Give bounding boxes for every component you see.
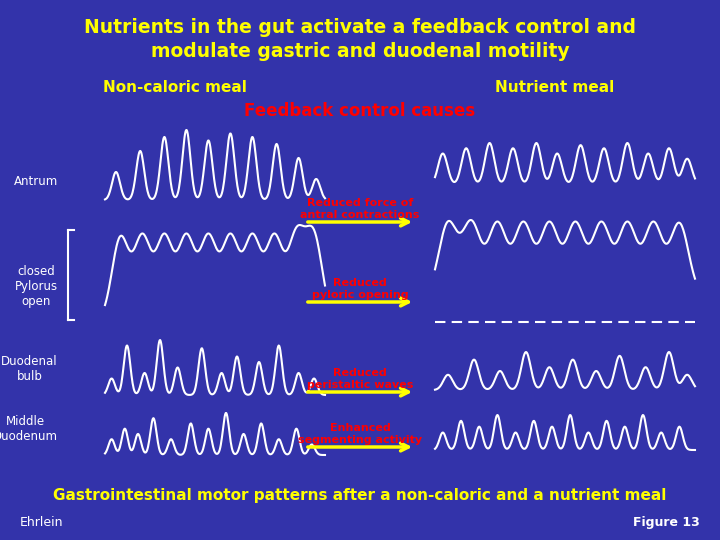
Text: Feedback control causes: Feedback control causes bbox=[244, 102, 476, 120]
Text: modulate gastric and duodenal motility: modulate gastric and duodenal motility bbox=[150, 42, 570, 61]
Text: Middle
Duodenum: Middle Duodenum bbox=[0, 415, 58, 443]
Text: Non-caloric meal: Non-caloric meal bbox=[103, 80, 247, 95]
Text: Nutrient meal: Nutrient meal bbox=[495, 80, 615, 95]
Text: Ehrlein: Ehrlein bbox=[20, 516, 63, 529]
Text: Gastrointestinal motor patterns after a non-caloric and a nutrient meal: Gastrointestinal motor patterns after a … bbox=[53, 488, 667, 503]
Text: Antrum: Antrum bbox=[14, 175, 58, 188]
Text: Reduced
pyloric opening: Reduced pyloric opening bbox=[312, 278, 408, 300]
Text: Nutrients in the gut activate a feedback control and: Nutrients in the gut activate a feedback… bbox=[84, 18, 636, 37]
Text: Figure 13: Figure 13 bbox=[634, 516, 700, 529]
Text: Reduced force of
antral contractions: Reduced force of antral contractions bbox=[300, 198, 420, 220]
Text: Reduced
peristaltic waves: Reduced peristaltic waves bbox=[307, 368, 413, 389]
Text: Enhanced
segmenting activity: Enhanced segmenting activity bbox=[298, 423, 422, 444]
Text: Duodenal
bulb: Duodenal bulb bbox=[1, 355, 58, 383]
Text: closed
Pylorus
open: closed Pylorus open bbox=[15, 265, 58, 308]
